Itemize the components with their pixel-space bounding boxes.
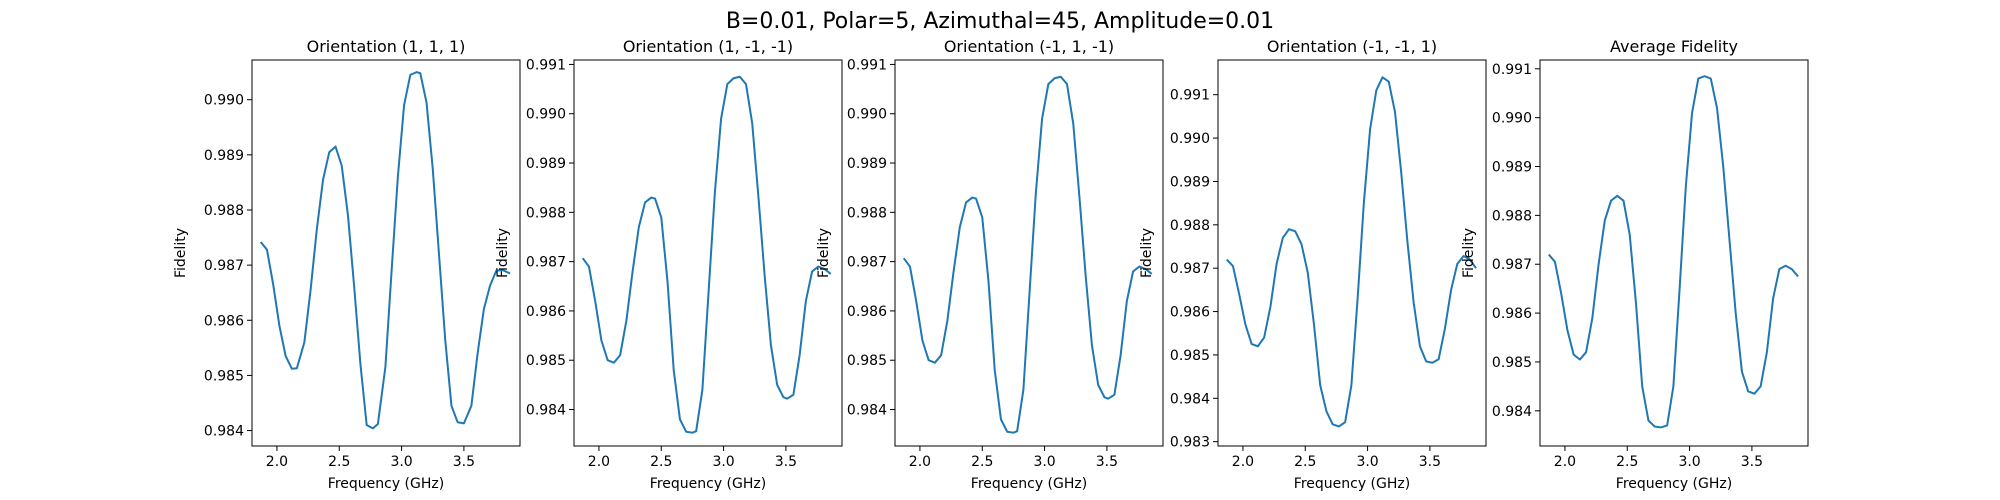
x-axis-label: Frequency (GHz) xyxy=(1294,476,1410,492)
x-tick-label: 3.0 xyxy=(1033,454,1055,470)
subplot-2: Orientation (1, -1, -1) 2.0 2.5 3.0 3.5 0.984… xyxy=(495,37,843,492)
y-tick-label: 0.983 xyxy=(1170,435,1210,451)
y-tick-label: 0.991 xyxy=(1170,88,1210,104)
x-tick-label: 2.0 xyxy=(1232,454,1254,470)
subplot-4: Orientation (-1, -1, 1) 2.0 2.5 3.0 3.5 0.983… xyxy=(1139,37,1487,492)
y-tick-label: 0.990 xyxy=(526,107,566,123)
series-line-1 xyxy=(259,71,511,430)
y-tick-label: 0.984 xyxy=(204,424,244,440)
subplot-title: Average Fidelity xyxy=(1610,37,1738,56)
x-tick-label: 2.5 xyxy=(1294,454,1316,470)
y-tick-label: 0.985 xyxy=(526,353,566,369)
axes-frame xyxy=(1539,59,1809,447)
axes-frame xyxy=(894,59,1164,447)
x-tick-label: 3.5 xyxy=(1419,454,1441,470)
subplot-5: Average Fidelity 2.0 2.5 3.0 3.5 0.984 0.985 0.… xyxy=(1461,37,1809,492)
y-tick-label: 0.985 xyxy=(1492,355,1532,371)
y-axis-label: Fidelity xyxy=(1461,228,1477,278)
x-tick-label: 2.5 xyxy=(1616,454,1638,470)
y-tick-label: 0.986 xyxy=(204,313,244,329)
y-tick-label: 0.991 xyxy=(847,57,887,73)
y-axis-label: Fidelity xyxy=(173,228,189,278)
subplot-3: Orientation (-1, 1, -1) 2.0 2.5 3.0 3.5 0.984… xyxy=(816,37,1164,492)
y-tick-label: 0.989 xyxy=(1170,174,1210,190)
subplot-title: Orientation (-1, -1, 1) xyxy=(1267,37,1437,56)
y-tick-label: 0.987 xyxy=(204,258,244,274)
x-tick-label: 3.5 xyxy=(1096,454,1118,470)
series-line-1 xyxy=(902,75,1153,434)
y-tick-label: 0.990 xyxy=(1170,131,1210,147)
y-tick-label: 0.988 xyxy=(526,205,566,221)
axes-frame xyxy=(251,59,521,447)
y-tick-label: 0.989 xyxy=(204,148,244,164)
y-tick-label: 0.987 xyxy=(1492,257,1532,273)
x-tick-label: 3.5 xyxy=(453,454,475,470)
y-tick-label: 0.984 xyxy=(1492,404,1532,420)
y-tick-label: 0.987 xyxy=(847,255,887,271)
axes-frame xyxy=(573,59,843,447)
y-tick-label: 0.990 xyxy=(847,107,887,123)
y-axis-label: Fidelity xyxy=(495,228,511,278)
y-tick-label: 0.988 xyxy=(204,203,244,219)
y-tick-label: 0.985 xyxy=(1170,348,1210,364)
subplot-panels: Orientation (1, 1, 1) 2.0 2.5 3.0 3.5 0.984 0.… xyxy=(173,37,1809,492)
y-tick-label: 0.987 xyxy=(526,255,566,271)
y-tick-label: 0.985 xyxy=(847,353,887,369)
y-tick-label: 0.986 xyxy=(526,304,566,320)
series-line-1 xyxy=(1226,76,1477,428)
x-tick-label: 3.5 xyxy=(775,454,797,470)
y-axis-label: Fidelity xyxy=(1139,228,1155,278)
x-axis-label: Frequency (GHz) xyxy=(1616,476,1732,492)
x-tick-label: 3.5 xyxy=(1741,454,1763,470)
series-line-1 xyxy=(581,75,832,434)
y-tick-label: 0.990 xyxy=(1492,111,1532,127)
subplot-title: Orientation (1, -1, -1) xyxy=(623,37,793,56)
subplot-title: Orientation (1, 1, 1) xyxy=(307,37,466,56)
x-tick-label: 3.0 xyxy=(390,454,412,470)
y-tick-label: 0.984 xyxy=(847,403,887,419)
subplot-title: Orientation (-1, 1, -1) xyxy=(944,37,1114,56)
y-tick-label: 0.990 xyxy=(204,93,244,109)
y-tick-label: 0.985 xyxy=(204,368,244,384)
x-tick-label: 2.0 xyxy=(1554,454,1576,470)
y-tick-label: 0.988 xyxy=(847,205,887,221)
axes-frame xyxy=(1217,59,1487,447)
x-tick-label: 2.5 xyxy=(328,454,350,470)
x-axis-label: Frequency (GHz) xyxy=(328,476,444,492)
subplot-1: Orientation (1, 1, 1) 2.0 2.5 3.0 3.5 0.984 0.… xyxy=(173,37,521,492)
x-tick-label: 2.0 xyxy=(909,454,931,470)
x-tick-label: 2.0 xyxy=(266,454,288,470)
x-axis-label: Frequency (GHz) xyxy=(650,476,766,492)
y-tick-label: 0.988 xyxy=(1492,208,1532,224)
y-tick-label: 0.984 xyxy=(1170,391,1210,407)
y-tick-label: 0.987 xyxy=(1170,261,1210,277)
y-tick-label: 0.986 xyxy=(1492,306,1532,322)
y-tick-label: 0.986 xyxy=(847,304,887,320)
y-tick-label: 0.989 xyxy=(1492,160,1532,176)
y-tick-label: 0.989 xyxy=(526,156,566,172)
y-axis-label: Fidelity xyxy=(816,228,832,278)
x-tick-label: 2.5 xyxy=(971,454,993,470)
x-tick-label: 3.0 xyxy=(712,454,734,470)
y-tick-label: 0.986 xyxy=(1170,305,1210,321)
x-tick-label: 2.0 xyxy=(588,454,610,470)
series-line-1 xyxy=(1547,75,1799,429)
y-tick-label: 0.988 xyxy=(1170,218,1210,234)
x-tick-label: 2.5 xyxy=(650,454,672,470)
x-axis-label: Frequency (GHz) xyxy=(971,476,1087,492)
x-tick-label: 3.0 xyxy=(1356,454,1378,470)
y-tick-label: 0.991 xyxy=(1492,62,1532,78)
y-tick-label: 0.991 xyxy=(526,57,566,73)
x-tick-label: 3.0 xyxy=(1678,454,1700,470)
y-tick-label: 0.984 xyxy=(526,403,566,419)
figure-suptitle: B=0.01, Polar=5, Azimuthal=45, Amplitude… xyxy=(726,9,1274,34)
y-tick-label: 0.989 xyxy=(847,156,887,172)
